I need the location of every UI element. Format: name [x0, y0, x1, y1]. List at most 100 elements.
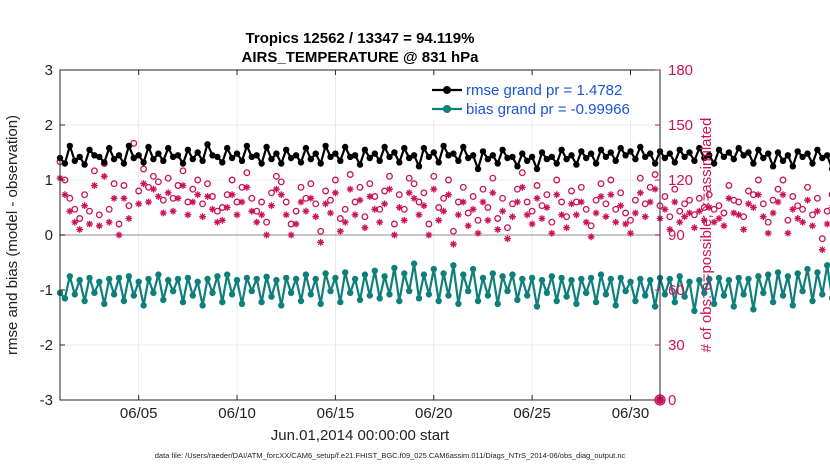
x-tick-label: 06/25 — [513, 405, 551, 422]
obs-possible-point — [405, 174, 413, 182]
data-point — [76, 153, 83, 161]
data-point — [410, 260, 418, 267]
obs-possible-point — [366, 180, 374, 188]
data-point — [101, 159, 108, 166]
obs-assimilated-point — [587, 233, 595, 241]
data-point — [356, 296, 364, 304]
data-point — [292, 275, 300, 283]
data-point — [322, 142, 329, 150]
data-point — [730, 155, 737, 163]
data-point — [824, 262, 830, 269]
obs-assimilated-point — [818, 246, 826, 254]
obs-possible-point — [764, 218, 772, 226]
obs-assimilated-point — [710, 218, 718, 226]
obs-assimilated-point — [420, 202, 428, 210]
obs-possible-point — [597, 180, 605, 188]
data-point — [287, 154, 295, 162]
data-point — [725, 149, 733, 156]
obs-assimilated-point — [764, 229, 772, 237]
obs-assimilated-point — [686, 209, 693, 217]
obs-assimilated-point — [528, 220, 536, 228]
data-point — [396, 297, 403, 305]
obs-possible-point — [277, 178, 285, 186]
obs-possible-point — [440, 194, 448, 202]
data-point — [406, 287, 413, 295]
legend-box — [425, 78, 655, 120]
data-point — [735, 144, 742, 152]
obs-assimilated-point — [322, 200, 329, 208]
data-point — [273, 276, 280, 284]
data-point — [617, 144, 624, 152]
obs-possible-point — [410, 180, 418, 188]
obs-assimilated-point — [612, 218, 620, 226]
data-point — [661, 291, 669, 298]
y-tick-label: 1 — [45, 172, 53, 189]
obs-possible-point — [194, 176, 202, 184]
obs-possible-point — [263, 218, 271, 226]
data-point — [725, 276, 733, 284]
data-point — [165, 276, 172, 284]
obs-possible-point — [823, 207, 830, 215]
data-point — [671, 159, 678, 166]
data-point — [253, 152, 260, 159]
obs-possible-point — [415, 198, 423, 206]
obs-assimilated-point — [464, 222, 472, 230]
x-tick-label: 06/05 — [120, 405, 158, 422]
obs-possible-point — [189, 185, 197, 193]
obs-possible-point — [513, 185, 521, 193]
obs-assimilated-point — [435, 216, 443, 224]
obs-possible-point — [705, 191, 713, 199]
data-point — [543, 289, 551, 296]
data-point — [460, 271, 467, 278]
data-point — [469, 265, 477, 273]
obs-possible-point — [425, 220, 433, 228]
obs-assimilated-point — [666, 226, 674, 233]
data-point — [602, 291, 610, 298]
obs-possible-point — [459, 183, 467, 191]
obs-assimilated-point — [194, 191, 202, 199]
obs-assimilated-point — [213, 218, 221, 226]
data-point — [651, 303, 659, 310]
obs-possible-point — [331, 176, 339, 184]
obs-possible-point — [464, 209, 472, 217]
chart-subtitle: AIRS_TEMPERATURE @ 831 hPa — [242, 49, 480, 66]
data-point — [469, 152, 477, 159]
data-point — [194, 149, 201, 156]
data-point — [287, 289, 295, 296]
data-point — [720, 292, 728, 299]
data-point — [258, 160, 265, 167]
data-point — [706, 275, 713, 283]
data-point — [632, 297, 639, 305]
legend-label-bias: bias grand pr = -0.99966 — [466, 101, 630, 118]
data-point — [233, 150, 241, 157]
obs-possible-point — [179, 167, 187, 175]
data-point — [415, 163, 423, 170]
obs-possible-point — [582, 205, 590, 213]
data-point — [691, 307, 698, 315]
data-point — [61, 160, 69, 167]
data-point — [327, 153, 334, 161]
obs-possible-point — [646, 183, 654, 191]
obs-assimilated-point — [774, 198, 782, 206]
obs-possible-point — [636, 174, 644, 182]
series-rmse — [56, 141, 830, 173]
data-point — [647, 276, 654, 284]
data-point — [538, 276, 546, 284]
obs-possible-point — [135, 187, 143, 195]
legend-marker-bias — [443, 105, 451, 113]
obs-assimilated-point — [297, 198, 305, 206]
obs-possible-point — [169, 194, 177, 202]
obs-possible-point — [607, 176, 615, 184]
data-point — [351, 275, 359, 283]
obs-possible-point — [671, 185, 679, 193]
obs-possible-point — [563, 213, 571, 221]
x-tick-label: 06/10 — [218, 405, 256, 422]
data-point — [484, 155, 492, 163]
data-point — [701, 154, 708, 162]
x-axis-label: Jun.01,2014 00:00:00 start — [271, 427, 450, 444]
data-point — [789, 163, 796, 170]
x-tick-label: 06/20 — [415, 405, 453, 422]
obs-assimilated-point — [76, 226, 84, 233]
data-point — [194, 278, 201, 285]
obs-assimilated-point — [661, 205, 669, 213]
